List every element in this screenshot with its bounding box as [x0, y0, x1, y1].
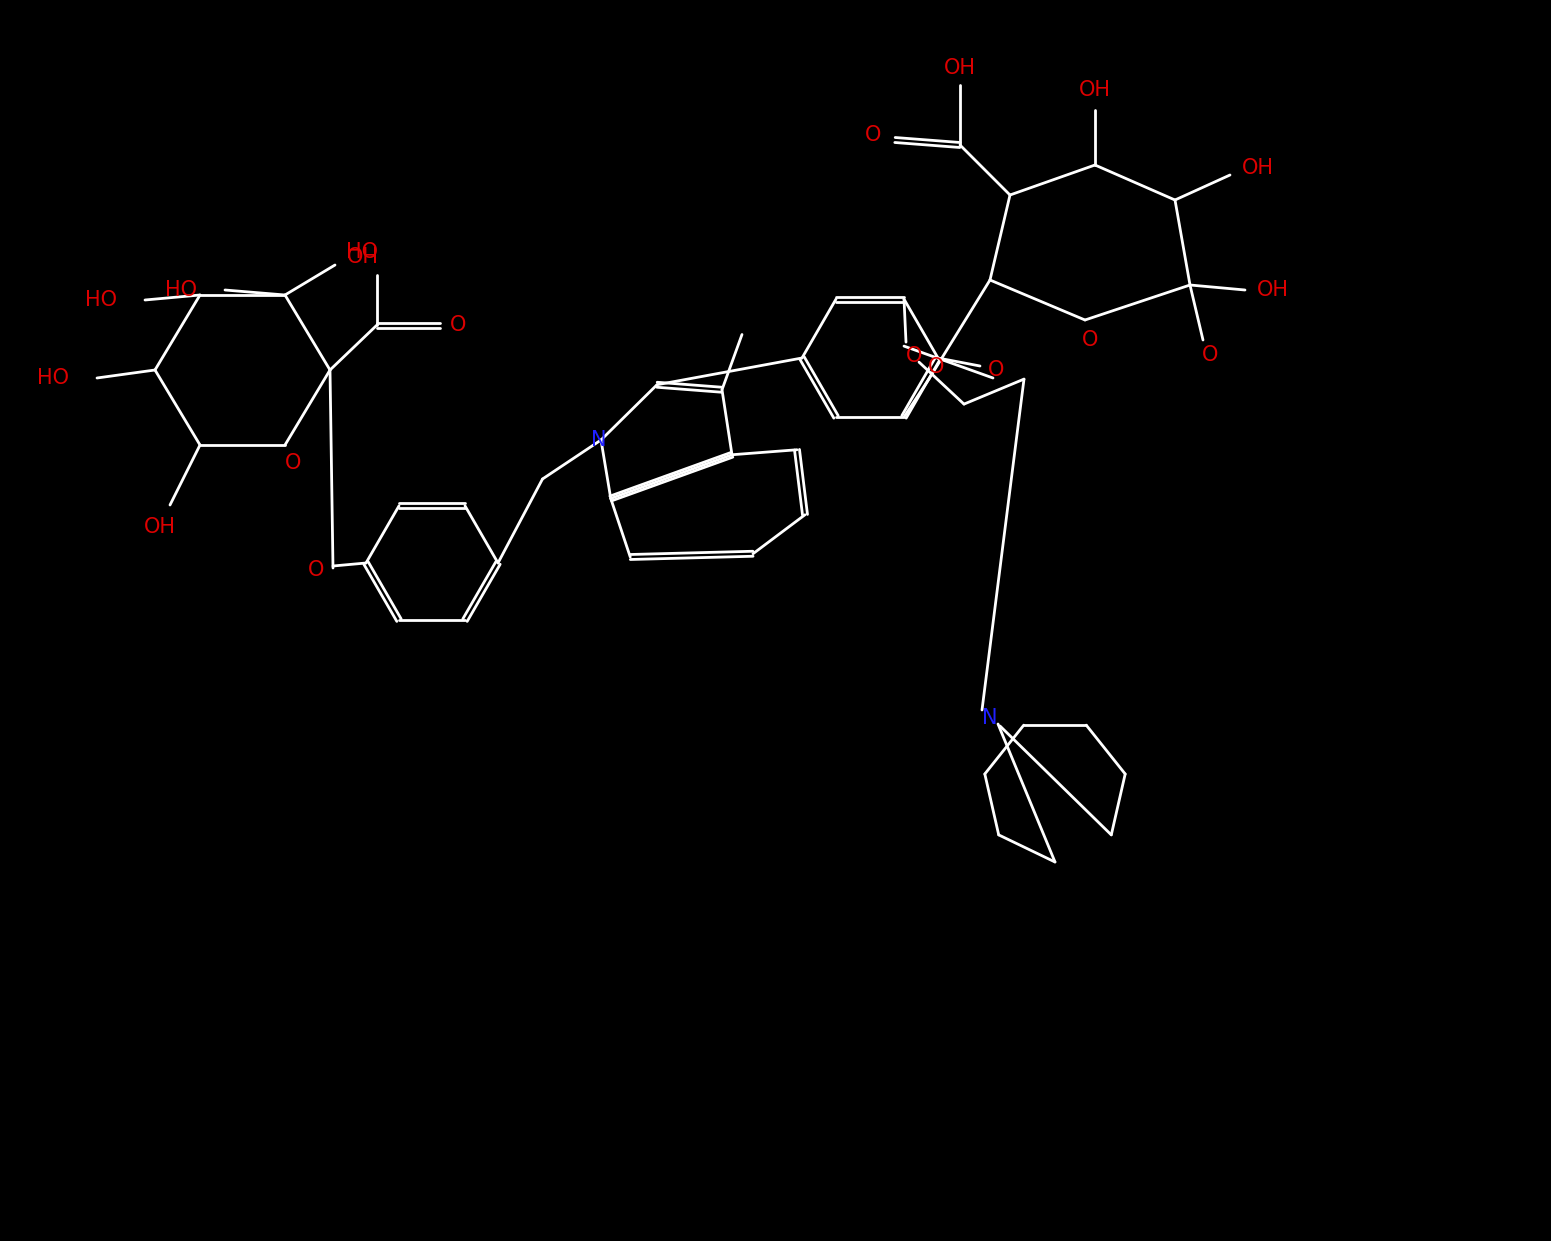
Text: HO: HO — [164, 280, 197, 300]
Text: O: O — [285, 453, 301, 473]
Text: OH: OH — [144, 517, 175, 537]
Text: OH: OH — [347, 247, 378, 267]
Text: OH: OH — [945, 58, 976, 78]
Text: O: O — [1081, 330, 1098, 350]
Text: OH: OH — [1242, 158, 1273, 177]
Text: HO: HO — [346, 242, 378, 262]
Text: N: N — [591, 429, 606, 450]
Text: O: O — [450, 315, 467, 335]
Text: HO: HO — [37, 369, 68, 388]
Text: O: O — [1202, 345, 1218, 365]
Text: O: O — [906, 346, 923, 366]
Text: HO: HO — [85, 290, 116, 310]
Text: OH: OH — [1256, 280, 1289, 300]
Text: O: O — [865, 125, 881, 145]
Text: O: O — [307, 560, 324, 580]
Text: N: N — [982, 709, 997, 728]
Text: OH: OH — [1079, 79, 1111, 101]
Text: O: O — [988, 360, 1003, 380]
Text: O: O — [927, 357, 945, 377]
